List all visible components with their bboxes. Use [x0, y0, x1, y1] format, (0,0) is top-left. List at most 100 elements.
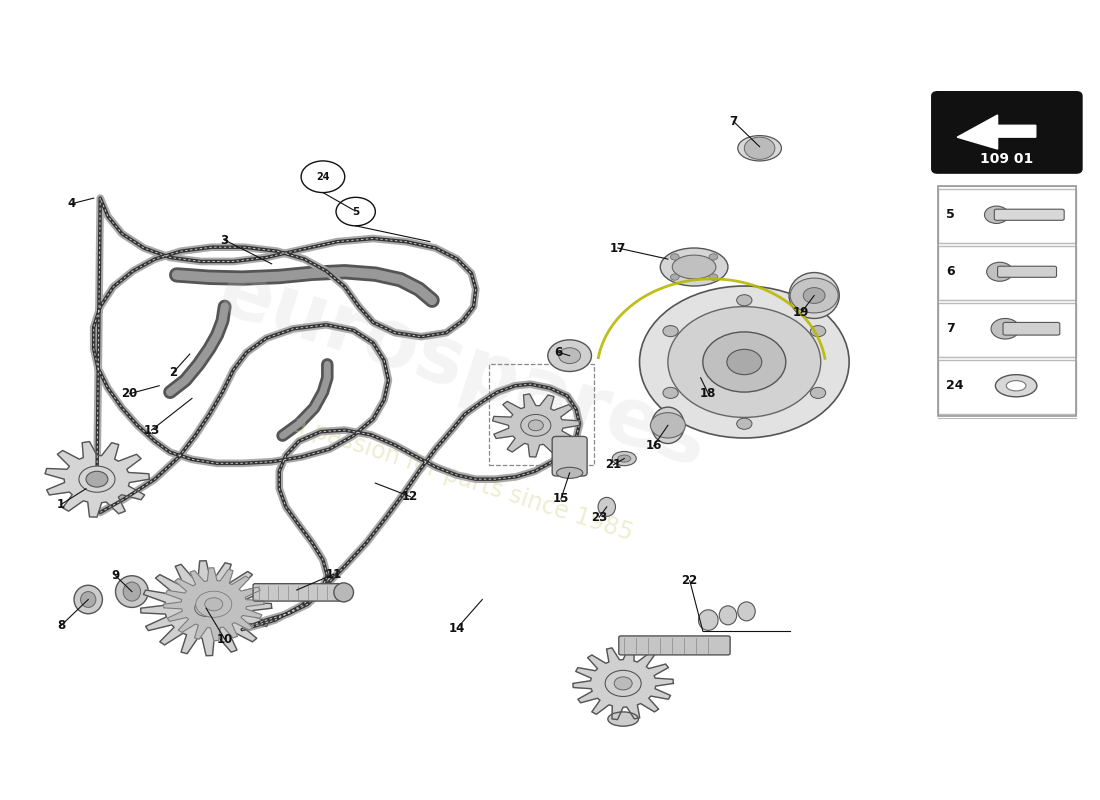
Text: 6: 6: [554, 346, 563, 359]
Text: 18: 18: [700, 387, 716, 400]
Circle shape: [528, 420, 543, 430]
FancyBboxPatch shape: [932, 92, 1081, 173]
FancyBboxPatch shape: [253, 584, 346, 601]
Polygon shape: [141, 561, 272, 656]
Text: 11: 11: [326, 568, 342, 581]
Text: 20: 20: [122, 387, 138, 400]
Circle shape: [184, 592, 229, 625]
Text: 2: 2: [169, 366, 177, 378]
Ellipse shape: [738, 602, 756, 621]
Text: a passion for parts since 1985: a passion for parts since 1985: [289, 413, 636, 546]
Ellipse shape: [618, 455, 630, 462]
Ellipse shape: [613, 451, 636, 466]
Circle shape: [984, 206, 1009, 223]
Circle shape: [559, 348, 581, 363]
Polygon shape: [45, 442, 150, 517]
Circle shape: [811, 326, 826, 337]
Ellipse shape: [660, 248, 728, 286]
Circle shape: [79, 466, 116, 492]
Text: 8: 8: [57, 619, 65, 632]
Ellipse shape: [996, 374, 1037, 397]
Circle shape: [991, 318, 1020, 339]
Text: 9: 9: [111, 570, 120, 582]
Ellipse shape: [698, 610, 718, 630]
Text: 17: 17: [609, 242, 626, 254]
Text: 4: 4: [68, 197, 76, 210]
Ellipse shape: [74, 586, 102, 614]
Circle shape: [650, 413, 685, 438]
Text: 7: 7: [729, 115, 737, 128]
Text: 14: 14: [449, 622, 465, 634]
Text: 3: 3: [221, 234, 229, 246]
Text: 23: 23: [591, 510, 607, 524]
Text: 109 01: 109 01: [980, 152, 1034, 166]
Circle shape: [663, 387, 679, 398]
Polygon shape: [493, 394, 580, 457]
Text: 5: 5: [946, 208, 955, 222]
Circle shape: [196, 591, 232, 618]
FancyBboxPatch shape: [937, 303, 1076, 358]
Ellipse shape: [608, 712, 638, 726]
FancyBboxPatch shape: [937, 361, 1076, 414]
FancyBboxPatch shape: [937, 190, 1076, 243]
Circle shape: [88, 473, 106, 486]
Ellipse shape: [651, 407, 684, 443]
Circle shape: [737, 294, 752, 306]
Text: 24: 24: [316, 172, 330, 182]
Circle shape: [670, 254, 679, 260]
Circle shape: [301, 161, 344, 193]
Text: 6: 6: [946, 266, 955, 278]
FancyBboxPatch shape: [1003, 322, 1059, 335]
Circle shape: [710, 274, 718, 280]
Circle shape: [803, 287, 825, 303]
Circle shape: [605, 670, 641, 697]
Polygon shape: [957, 115, 1036, 149]
Text: 22: 22: [682, 574, 697, 587]
Circle shape: [548, 340, 592, 371]
Text: eurospares: eurospares: [208, 253, 717, 484]
Ellipse shape: [557, 467, 583, 478]
FancyBboxPatch shape: [937, 246, 1076, 300]
Circle shape: [727, 350, 762, 374]
Ellipse shape: [116, 576, 148, 607]
Circle shape: [336, 198, 375, 226]
Text: 13: 13: [143, 423, 160, 437]
Ellipse shape: [719, 606, 737, 625]
Circle shape: [670, 274, 679, 280]
Circle shape: [703, 332, 785, 392]
Text: 1: 1: [57, 498, 65, 511]
Circle shape: [745, 137, 774, 159]
Ellipse shape: [80, 591, 96, 607]
Text: 15: 15: [552, 493, 569, 506]
Ellipse shape: [789, 273, 839, 318]
Circle shape: [811, 387, 826, 398]
Text: 24: 24: [946, 379, 964, 392]
Circle shape: [710, 254, 718, 260]
Text: 7: 7: [946, 322, 955, 335]
Circle shape: [737, 418, 752, 430]
Circle shape: [668, 306, 821, 418]
Circle shape: [987, 262, 1013, 282]
FancyBboxPatch shape: [998, 266, 1056, 278]
FancyBboxPatch shape: [994, 210, 1064, 220]
Text: 5: 5: [352, 206, 360, 217]
Circle shape: [205, 598, 223, 610]
Ellipse shape: [738, 135, 781, 161]
Ellipse shape: [123, 582, 141, 601]
Ellipse shape: [334, 583, 353, 602]
Circle shape: [520, 414, 551, 436]
Circle shape: [790, 278, 838, 313]
Text: 21: 21: [605, 458, 621, 471]
Circle shape: [614, 677, 632, 690]
Text: 16: 16: [646, 439, 662, 453]
Polygon shape: [164, 568, 264, 641]
Circle shape: [639, 286, 849, 438]
Ellipse shape: [1006, 381, 1026, 391]
FancyBboxPatch shape: [552, 437, 587, 476]
Ellipse shape: [672, 255, 716, 279]
Circle shape: [86, 471, 108, 487]
Polygon shape: [573, 647, 673, 720]
Text: 12: 12: [403, 490, 418, 503]
Circle shape: [195, 600, 218, 617]
Text: 19: 19: [793, 306, 810, 319]
